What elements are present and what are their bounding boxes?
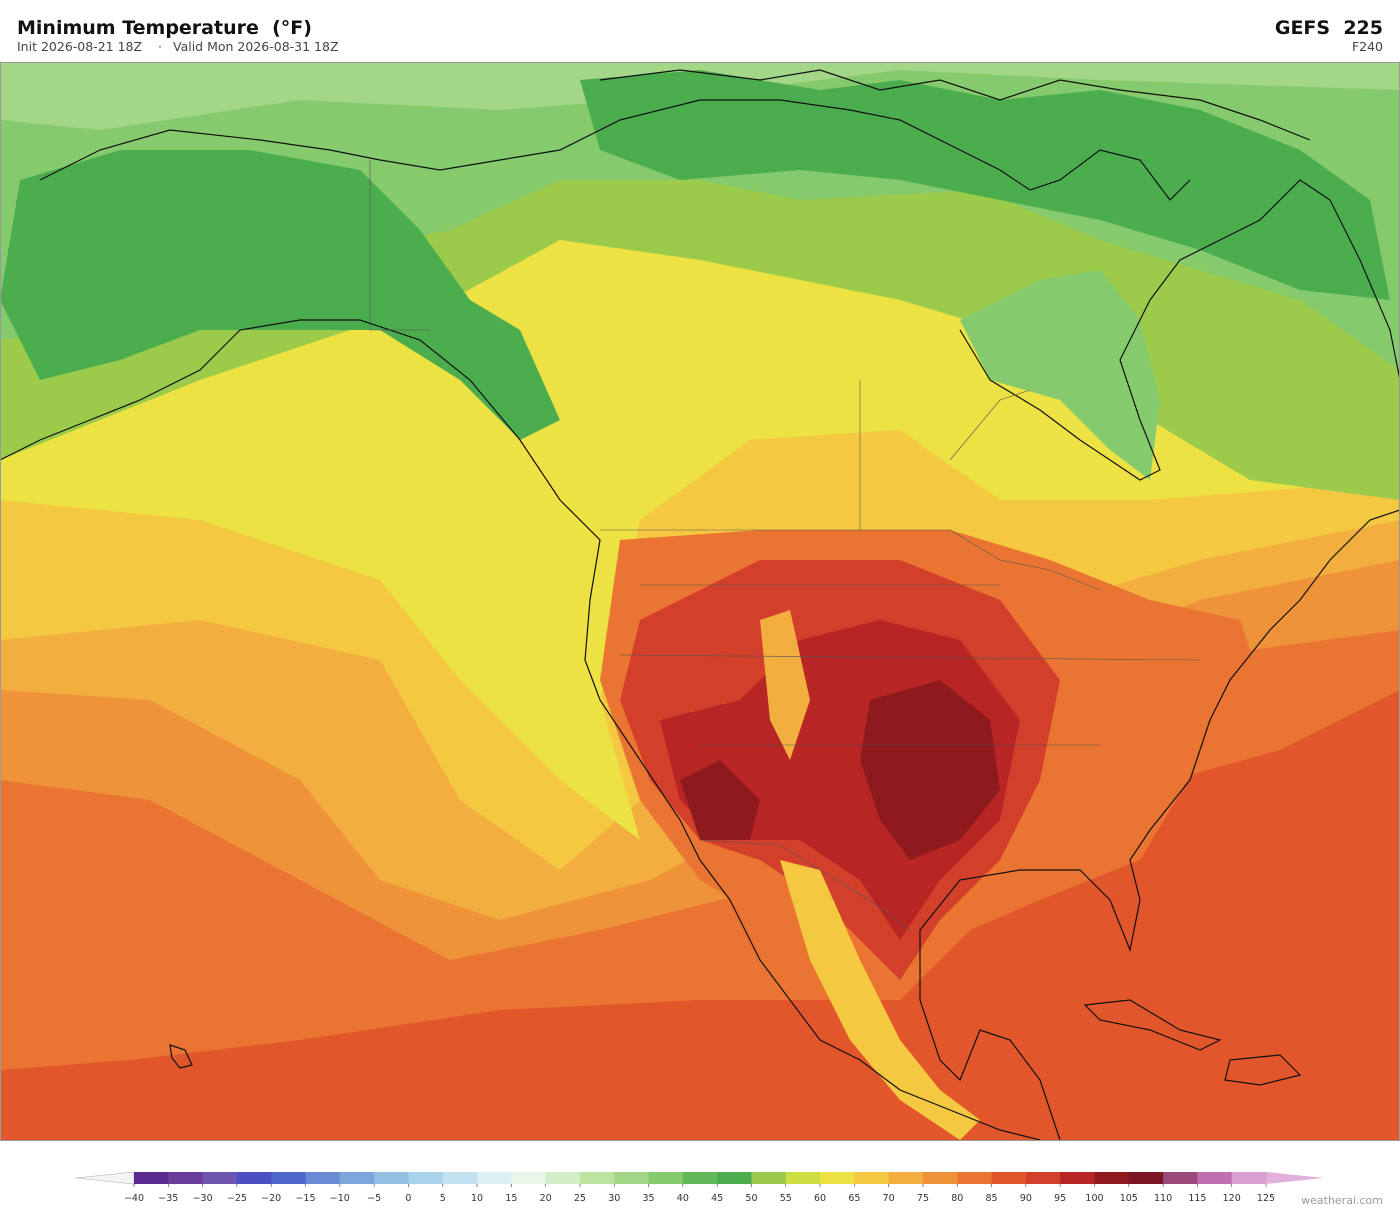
colorbar-tick-label: 20 bbox=[540, 1193, 552, 1204]
colorbar-tick-label: 10 bbox=[471, 1193, 483, 1204]
init-time: Init 2026-08-21 18Z bbox=[17, 39, 142, 54]
colorbar-bin bbox=[236, 1172, 272, 1184]
colorbar-bin bbox=[442, 1172, 478, 1184]
forecast-hour: F240 bbox=[1352, 39, 1383, 54]
colorbar-bin bbox=[1128, 1172, 1164, 1184]
colorbar-tick-label: 60 bbox=[814, 1193, 826, 1204]
border bbox=[369, 160, 1201, 746]
field-layer bbox=[780, 860, 980, 1140]
colorbar-over bbox=[1266, 1172, 1324, 1184]
colorbar-bin bbox=[1163, 1172, 1198, 1184]
colorbar: −40 −35 −30 −25 −20 −15 −10 −5 0 5 10 15 20 25 30 35 40 4… bbox=[75, 1171, 1324, 1204]
colorbar-bin bbox=[1094, 1172, 1130, 1184]
colorbar-bin bbox=[374, 1172, 409, 1184]
colorbar-tick-label: 80 bbox=[951, 1193, 963, 1204]
colorbar-bin bbox=[1231, 1172, 1267, 1184]
colorbar-tick-label: 125 bbox=[1257, 1193, 1275, 1204]
colorbar-tick-label: −35 bbox=[158, 1193, 178, 1204]
colorbar-bin bbox=[339, 1172, 375, 1184]
colorbar-bin bbox=[991, 1172, 1027, 1184]
colorbar-tick-label: 115 bbox=[1188, 1193, 1206, 1204]
colorbar-bin bbox=[202, 1172, 238, 1184]
map bbox=[0, 62, 1400, 1141]
colorbar-tick-label: −20 bbox=[261, 1193, 281, 1204]
colorbar-bin bbox=[511, 1172, 547, 1184]
colorbar-tick-label: −10 bbox=[330, 1193, 350, 1204]
colorbar-tick-label: 15 bbox=[505, 1193, 517, 1204]
colorbar-bin bbox=[545, 1172, 581, 1184]
colorbar-bin bbox=[271, 1172, 306, 1184]
colorbar-bin bbox=[751, 1172, 787, 1184]
colorbar-tick-label: 100 bbox=[1085, 1193, 1103, 1204]
colorbar-tick-label: 50 bbox=[745, 1193, 757, 1204]
colorbar-under bbox=[75, 1171, 135, 1185]
colorbar-bin bbox=[1197, 1172, 1233, 1184]
colorbar-bin bbox=[168, 1172, 204, 1184]
colorbar-tick-label: 30 bbox=[608, 1193, 620, 1204]
colorbar-bin bbox=[888, 1172, 924, 1184]
field-layer bbox=[680, 760, 760, 840]
valid-time: Valid Mon 2026-08-31 18Z bbox=[173, 39, 339, 54]
colorbar-tick-label: 90 bbox=[1020, 1193, 1032, 1204]
colorbar-tick-label: 105 bbox=[1120, 1193, 1138, 1204]
coastline bbox=[1224, 1054, 1302, 1086]
colorbar-tick-label: −30 bbox=[193, 1193, 213, 1204]
separator: · bbox=[158, 39, 162, 54]
colorbar-bin bbox=[408, 1172, 444, 1184]
colorbar-tick-label: 85 bbox=[986, 1193, 998, 1204]
colorbar-tick-label: 120 bbox=[1223, 1193, 1241, 1204]
colorbar-tick-label: 75 bbox=[917, 1193, 929, 1204]
colorbar-tick-label: 25 bbox=[574, 1193, 586, 1204]
border bbox=[699, 839, 911, 931]
colorbar-tick-label: −15 bbox=[295, 1193, 315, 1204]
colorbar-tick-label: −40 bbox=[124, 1193, 144, 1204]
coastline bbox=[599, 69, 1311, 141]
colorbar-bin bbox=[717, 1172, 752, 1184]
colorbar-bin bbox=[1060, 1172, 1095, 1184]
colorbar-bin bbox=[134, 1172, 169, 1184]
coastline bbox=[919, 509, 1400, 1140]
field-layer bbox=[0, 62, 1400, 130]
colorbar-tick-label: 95 bbox=[1054, 1193, 1066, 1204]
colorbar-bin bbox=[648, 1172, 684, 1184]
colorbar-tick-label: 70 bbox=[883, 1193, 895, 1204]
colorbar-tick-label: −5 bbox=[367, 1193, 381, 1204]
colorbar-bin bbox=[820, 1172, 855, 1184]
field-layer bbox=[760, 610, 810, 760]
field-layer bbox=[860, 680, 1000, 860]
colorbar-tick-label: 35 bbox=[642, 1193, 654, 1204]
colorbar-tick-label: −25 bbox=[227, 1193, 247, 1204]
colorbar-tick-label: 110 bbox=[1154, 1193, 1172, 1204]
coastline bbox=[0, 319, 1041, 1140]
coastline bbox=[959, 179, 1400, 481]
coastline bbox=[39, 99, 1191, 201]
title: Minimum Temperature (°F) bbox=[17, 17, 312, 39]
field-layer bbox=[960, 270, 1160, 480]
colorbar-bin bbox=[477, 1172, 512, 1184]
model-name: GEFS 225 bbox=[1275, 17, 1383, 39]
colorbar-bin bbox=[854, 1172, 890, 1184]
colorbar-bin bbox=[957, 1172, 992, 1184]
watermark: weatherai.com bbox=[1301, 1194, 1383, 1207]
colorbar-tick-label: 5 bbox=[440, 1193, 446, 1204]
colorbar-tick-label: 65 bbox=[848, 1193, 860, 1204]
colorbar-bin bbox=[305, 1172, 341, 1184]
colorbar-tick-label: 55 bbox=[780, 1193, 792, 1204]
colorbar-bin bbox=[579, 1172, 615, 1184]
coastline bbox=[1083, 999, 1222, 1051]
colorbar-tick-label: 0 bbox=[405, 1193, 411, 1204]
colorbar-bin bbox=[682, 1172, 718, 1184]
coastline bbox=[169, 1044, 193, 1069]
colorbar-bin bbox=[785, 1172, 821, 1184]
field-layer bbox=[0, 150, 560, 440]
colorbar-tick-label: 40 bbox=[677, 1193, 689, 1204]
colorbar-bin bbox=[1025, 1172, 1061, 1184]
colorbar-tick-label: 45 bbox=[711, 1193, 723, 1204]
colorbar-bin bbox=[922, 1172, 958, 1184]
field-layer bbox=[580, 70, 1390, 300]
colorbar-bin bbox=[614, 1172, 649, 1184]
